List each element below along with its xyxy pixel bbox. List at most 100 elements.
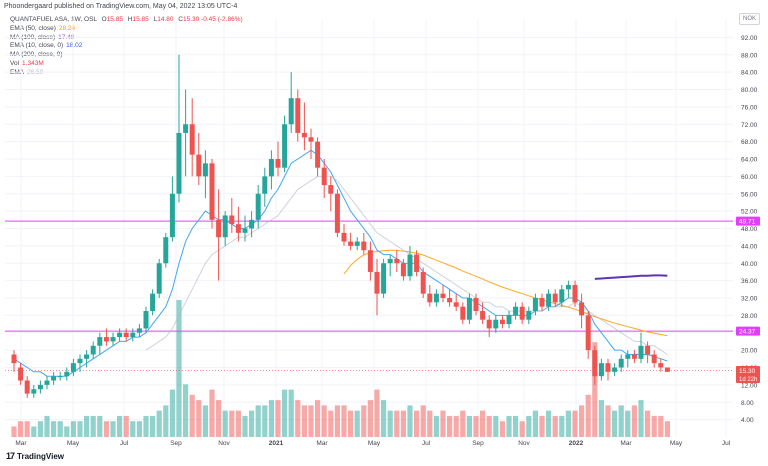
volume-bar <box>565 410 571 437</box>
candle-body <box>130 332 136 338</box>
volume-bar <box>618 405 624 437</box>
volume-bar <box>235 410 241 437</box>
candle-body <box>334 193 340 233</box>
y-axis: 4.008.0012.0016.0020.0024.0028.0032.0036… <box>741 35 758 424</box>
volume-bar <box>651 415 657 437</box>
candle-body <box>97 337 103 346</box>
volume-bar <box>268 400 274 437</box>
candle-body <box>592 350 598 377</box>
volume-bar <box>414 410 420 437</box>
candle-body <box>539 298 545 307</box>
volume-bar <box>400 410 406 437</box>
candle-body <box>11 354 17 364</box>
y-tick-label: 48.00 <box>741 226 758 233</box>
candle-body <box>552 293 558 303</box>
candles <box>11 54 670 398</box>
y-tick-label: 84.00 <box>741 70 758 77</box>
candle-body <box>513 306 519 316</box>
candle-body <box>546 293 552 307</box>
volume-bar <box>420 405 426 437</box>
candle-body <box>315 141 321 168</box>
volume-bar <box>367 400 373 437</box>
volume-bar <box>202 405 208 437</box>
candle-body <box>466 298 472 320</box>
candle-body <box>645 345 651 355</box>
indicator-line <box>13 149 668 377</box>
candle-body <box>235 224 241 233</box>
y-tick-label: 92.00 <box>741 35 758 42</box>
volume-bar <box>51 421 57 437</box>
volume-bar <box>169 389 175 437</box>
candle-body <box>255 193 261 220</box>
volume-bar <box>117 415 123 437</box>
y-tick-label: 52.00 <box>741 209 758 216</box>
currency-button[interactable]: NOK <box>739 13 760 25</box>
volume-bar <box>361 405 367 437</box>
candle-body <box>585 315 591 351</box>
candle-body <box>169 193 175 238</box>
legend-ema10[interactable]: EMA (10, close, 0) 18.02 <box>10 42 243 51</box>
volume-bar <box>658 415 664 437</box>
volume-bar <box>77 421 83 437</box>
volume-bar <box>70 421 76 437</box>
candle-body <box>90 345 96 355</box>
candle-body <box>565 284 571 290</box>
legend-vol[interactable]: Vol 1.343M <box>10 60 243 69</box>
candle-body <box>420 271 426 294</box>
volume-bar <box>24 421 30 437</box>
candle-body <box>308 137 314 142</box>
candle-body <box>123 332 129 338</box>
y-tick-label: 88.00 <box>741 52 758 59</box>
x-tick-label: Nov <box>518 440 530 447</box>
ohlc-close-value: 15.30 <box>183 16 200 23</box>
volume-bar <box>506 415 512 437</box>
volume-bar <box>427 410 433 437</box>
y-tick-label: 68.00 <box>741 139 758 146</box>
volume-bar <box>631 405 637 437</box>
volume-bar <box>275 400 281 437</box>
volume-bar <box>499 421 505 437</box>
last-price-countdown: 1d 22h <box>739 377 757 383</box>
legend-ema50[interactable]: EMA (50, close) 28.24 <box>10 25 243 34</box>
volume-bar <box>189 394 195 437</box>
volume-bar <box>480 410 486 437</box>
candle-body <box>275 159 281 168</box>
candle-body <box>427 293 433 303</box>
candle-body <box>262 176 268 194</box>
x-tick-label: May <box>368 440 381 447</box>
volume-bar <box>295 400 301 437</box>
x-tick-label: Mar <box>15 440 27 447</box>
volume-bar <box>282 389 288 437</box>
volume-bar <box>183 384 189 437</box>
volume-bar <box>229 410 235 437</box>
candle-body <box>222 215 228 238</box>
volume-bar <box>612 410 618 437</box>
y-tick-label: 32.00 <box>741 296 758 303</box>
volume-bar <box>381 400 387 437</box>
tradingview-brand[interactable]: 17 TradingView <box>6 451 64 461</box>
indicator-line <box>343 249 668 337</box>
volume-bar <box>11 426 17 437</box>
legend-symbol: QUANTAFUEL ASA, 1W, OSL <box>10 16 97 23</box>
volume-bar <box>453 415 459 437</box>
candle-body <box>612 367 618 372</box>
y-tick-label: 8.00 <box>741 400 754 407</box>
y-tick-label: 12.00 <box>741 382 758 389</box>
y-tick-label: 60.00 <box>741 174 758 181</box>
candle-body <box>499 319 505 325</box>
candle-body <box>460 306 466 320</box>
volume-bar <box>625 410 631 437</box>
volume-bar <box>97 415 103 437</box>
horizontal-lines <box>5 220 733 371</box>
candle-body <box>156 263 162 294</box>
grid <box>5 20 733 437</box>
candle-body <box>354 241 360 246</box>
candle-body <box>664 367 670 372</box>
candle-body <box>440 293 446 298</box>
volume-bar <box>460 410 466 437</box>
y-tick-label: 44.00 <box>741 243 758 250</box>
candle-body <box>407 254 413 277</box>
candle-body <box>618 358 624 368</box>
